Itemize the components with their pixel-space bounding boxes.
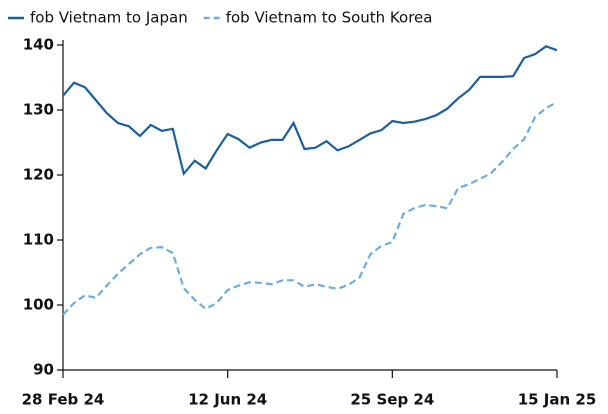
y-tick-label: 110 <box>23 231 54 249</box>
x-tick-label: 12 Jun 24 <box>188 391 267 409</box>
series-line <box>62 45 558 177</box>
x-tick-label: 25 Sep 24 <box>350 391 434 409</box>
x-tick-label: 15 Jan 25 <box>518 391 597 409</box>
legend-label: fob Vietnam to South Korea <box>226 9 433 27</box>
x-tick-label: 28 Feb 24 <box>22 391 105 409</box>
legend-label: fob Vietnam to Japan <box>30 9 188 27</box>
y-tick-label: 100 <box>23 296 54 314</box>
y-tick-label: 90 <box>33 361 54 379</box>
y-tick-label: 140 <box>23 36 54 54</box>
series-line <box>62 101 558 316</box>
y-tick-label: 130 <box>23 101 54 119</box>
y-tick-label: 120 <box>23 166 54 184</box>
